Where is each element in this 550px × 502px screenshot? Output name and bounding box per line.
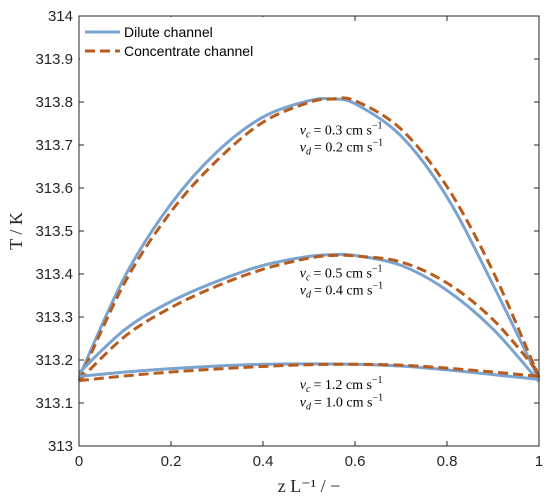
- series-layer: [77, 96, 541, 383]
- annotation-vc-2: vc = 0.5 cm s−1: [300, 263, 383, 283]
- y-tick-label: 313.6: [35, 180, 73, 197]
- y-tick-label: 313.7: [35, 137, 73, 154]
- y-tick-label: 313.8: [35, 94, 73, 111]
- series-line-dilute-1: [77, 97, 541, 381]
- annotation-vd-1: vd = 0.2 cm s−1: [300, 137, 383, 157]
- x-tick-label: 0.2: [161, 453, 182, 470]
- y-tick-label: 313.4: [35, 266, 73, 283]
- x-tick-label: 1: [535, 453, 543, 470]
- legend-label-concentrate: Concentrate channel: [124, 43, 253, 59]
- x-tick-label: 0.6: [345, 453, 366, 470]
- annotation-vc-3: vc = 1.2 cm s−1: [300, 375, 383, 395]
- annotation-vd-2: vd = 0.4 cm s−1: [300, 281, 383, 301]
- annotation-layer: vc = 0.3 cm s−1vd = 0.2 cm s−1 vc = 0.5 cm s…: [300, 120, 383, 412]
- y-tick-label: 313: [48, 438, 73, 455]
- annotation-vc-1: vc = 0.3 cm s−1: [300, 120, 383, 140]
- y-tick-label: 313.1: [35, 395, 73, 412]
- annotation-vd-3: vd = 1.0 cm s−1: [300, 392, 383, 412]
- series-line-concentrate-2: [77, 253, 541, 382]
- x-tick-label: 0.4: [253, 453, 274, 470]
- legend-label-dilute: Dilute channel: [124, 24, 213, 40]
- x-tick-label: 0.8: [437, 453, 458, 470]
- x-tick-label: 0: [75, 453, 83, 470]
- tick-layer: 0 0.2 0.4 0.6 0.8 1 313 313.1 313.2 313.3 313.4 313…: [35, 8, 543, 470]
- y-tick-label: 313.9: [35, 51, 73, 68]
- plot-area: [79, 16, 539, 446]
- legend: Dilute channel Concentrate channel: [80, 17, 285, 63]
- y-tick-label: 314: [48, 8, 73, 25]
- y-axis-label: T / K: [6, 212, 26, 250]
- x-axis-label: z L⁻¹ / −: [278, 476, 341, 496]
- y-tick-label: 313.2: [35, 352, 73, 369]
- y-tick-label: 313.3: [35, 309, 73, 326]
- series-line-concentrate-3: [78, 362, 540, 383]
- y-tick-label: 313.5: [35, 223, 73, 240]
- legend-box: [80, 17, 285, 63]
